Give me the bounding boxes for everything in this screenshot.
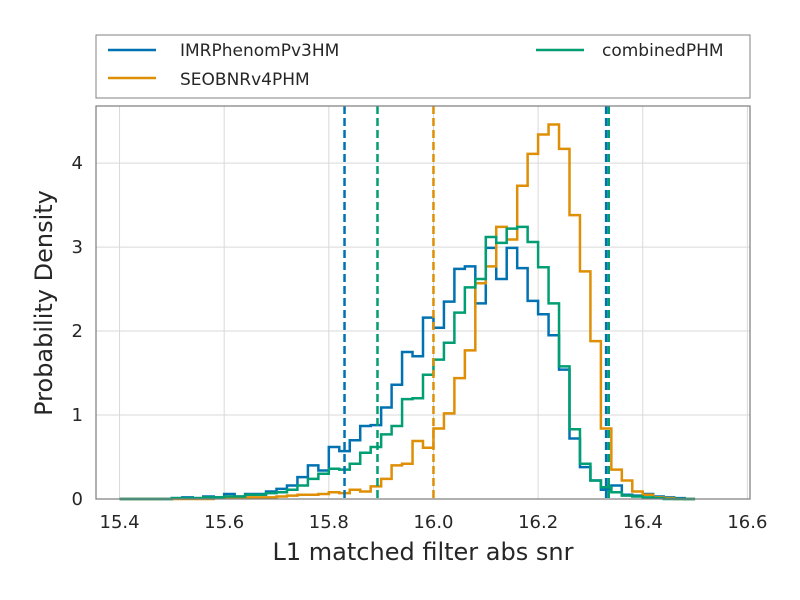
- y-ticks: 0 1 2 3 4: [72, 153, 83, 510]
- y-tick-label: 1: [72, 405, 83, 426]
- y-tick-label: 2: [72, 321, 83, 342]
- y-tick-label: 0: [72, 489, 83, 510]
- plot-frame: [95, 105, 751, 500]
- x-tick-label: 16.6: [727, 512, 767, 533]
- legend-entry-imrphenompv3hm: IMRPhenomPv3HM: [108, 41, 339, 61]
- x-tick-label: 15.8: [309, 512, 349, 533]
- legend-label-seobnrv4phm: SEOBNRv4PHM: [180, 70, 310, 90]
- y-tick-label: 3: [72, 237, 83, 258]
- x-tick-label: 16.0: [413, 512, 453, 533]
- x-tick-label: 15.4: [100, 512, 140, 533]
- legend-entry-seobnrv4phm: SEOBNRv4PHM: [108, 70, 310, 90]
- legend-box: [95, 34, 751, 99]
- reference-lines: [343, 106, 610, 499]
- legend-label-imrphenompv3hm: IMRPhenomPv3HM: [180, 41, 339, 61]
- x-axis-label: L1 matched filter abs snr: [273, 538, 574, 566]
- x-tick-label: 16.2: [518, 512, 558, 533]
- histogram-seobnrv4phm: [119, 123, 696, 501]
- y-axis-label: Probability Density: [30, 190, 58, 416]
- legend: IMRPhenomPv3HM SEOBNRv4PHM combinedPHM: [95, 34, 751, 99]
- y-tick-label: 4: [72, 153, 83, 174]
- legend-label-combinedphm: combinedPHM: [602, 41, 724, 61]
- x-ticks: 15.4 15.6 15.8 16.0 16.2 16.4 16.6: [100, 512, 768, 533]
- x-tick-label: 15.6: [204, 512, 244, 533]
- x-tick-label: 16.4: [623, 512, 663, 533]
- legend-entry-combinedphm: combinedPHM: [536, 41, 724, 61]
